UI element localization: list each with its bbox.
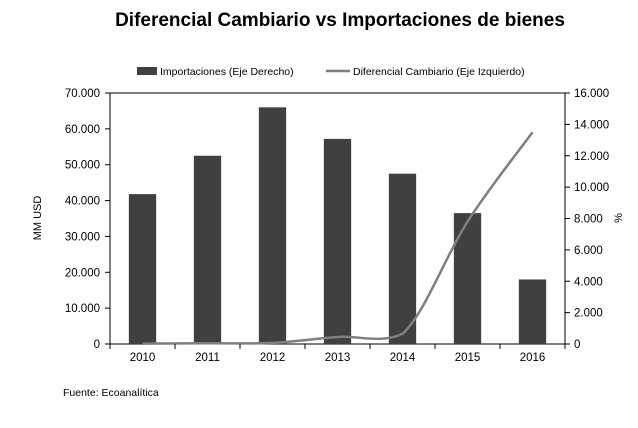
y-left-tick-label: 50.000: [65, 160, 100, 172]
x-axis: 2010 2011 2012 2013 2014 2015 2016: [109, 344, 566, 364]
x-tick-label: 2012: [260, 352, 286, 364]
diferencial-line: [142, 131, 534, 345]
y-left-tick-label: 10.000: [65, 303, 100, 315]
y-right-label: %: [613, 213, 625, 223]
bar-2013: [323, 138, 352, 344]
legend-label-diferencial: Diferencial Cambiario (Eje Izquierdo): [353, 66, 525, 78]
x-tick-label: 2014: [390, 352, 416, 364]
x-tick-label: 2011: [195, 352, 220, 364]
y-right-tick-label: 16.000: [574, 88, 609, 100]
y-right-tick-label: 14.000: [574, 119, 609, 131]
bar-2015: [453, 213, 482, 344]
y-left-tick-label: 70.000: [65, 88, 100, 100]
x-tick-label: 2010: [130, 352, 156, 364]
y-left-tick-label: 30.000: [65, 231, 100, 243]
y-right-tick-label: 10.000: [574, 182, 609, 194]
x-tick-label: 2013: [325, 352, 351, 364]
y-right-tick-label: 6.000: [574, 245, 603, 257]
bar-2012: [258, 107, 287, 344]
bar-2011: [193, 155, 222, 344]
y-left-tick-label: 60.000: [65, 124, 100, 136]
y-right-tick-label: 4.000: [574, 276, 603, 288]
source-note: Fuente: Ecoanalítica: [63, 387, 159, 399]
bars: [128, 107, 547, 344]
legend-label-importaciones: Importaciones (Eje Derecho): [160, 66, 294, 78]
legend: Importaciones (Eje Derecho) Diferencial …: [137, 66, 525, 78]
y-left-tick-label: 0: [94, 339, 100, 351]
y-left-tick-label: 40.000: [65, 196, 100, 208]
y-right-tick-label: 2.000: [574, 308, 603, 320]
y-right-axis: 0 2.000 4.000 6.000 8.000 10.000 12.000 14.000 1…: [565, 88, 609, 351]
y-right-tick-label: 0: [574, 339, 580, 351]
y-left-label: MM USD: [32, 196, 44, 241]
x-tick-label: 2016: [520, 352, 546, 364]
y-left-axis: 0 10.000 20.000 30.000 40.000 50.000 60.000 70.…: [65, 88, 110, 351]
chart-title: Diferencial Cambiario vs Importaciones d…: [115, 10, 565, 31]
bar-2014: [388, 173, 417, 344]
y-left-tick-label: 20.000: [65, 267, 100, 279]
y-right-tick-label: 8.000: [574, 214, 603, 226]
bar-2010: [128, 194, 157, 344]
bar-2016: [518, 279, 547, 344]
x-tick-label: 2015: [455, 352, 481, 364]
legend-swatch-importaciones: [137, 67, 157, 75]
y-right-tick-label: 12.000: [574, 151, 609, 163]
